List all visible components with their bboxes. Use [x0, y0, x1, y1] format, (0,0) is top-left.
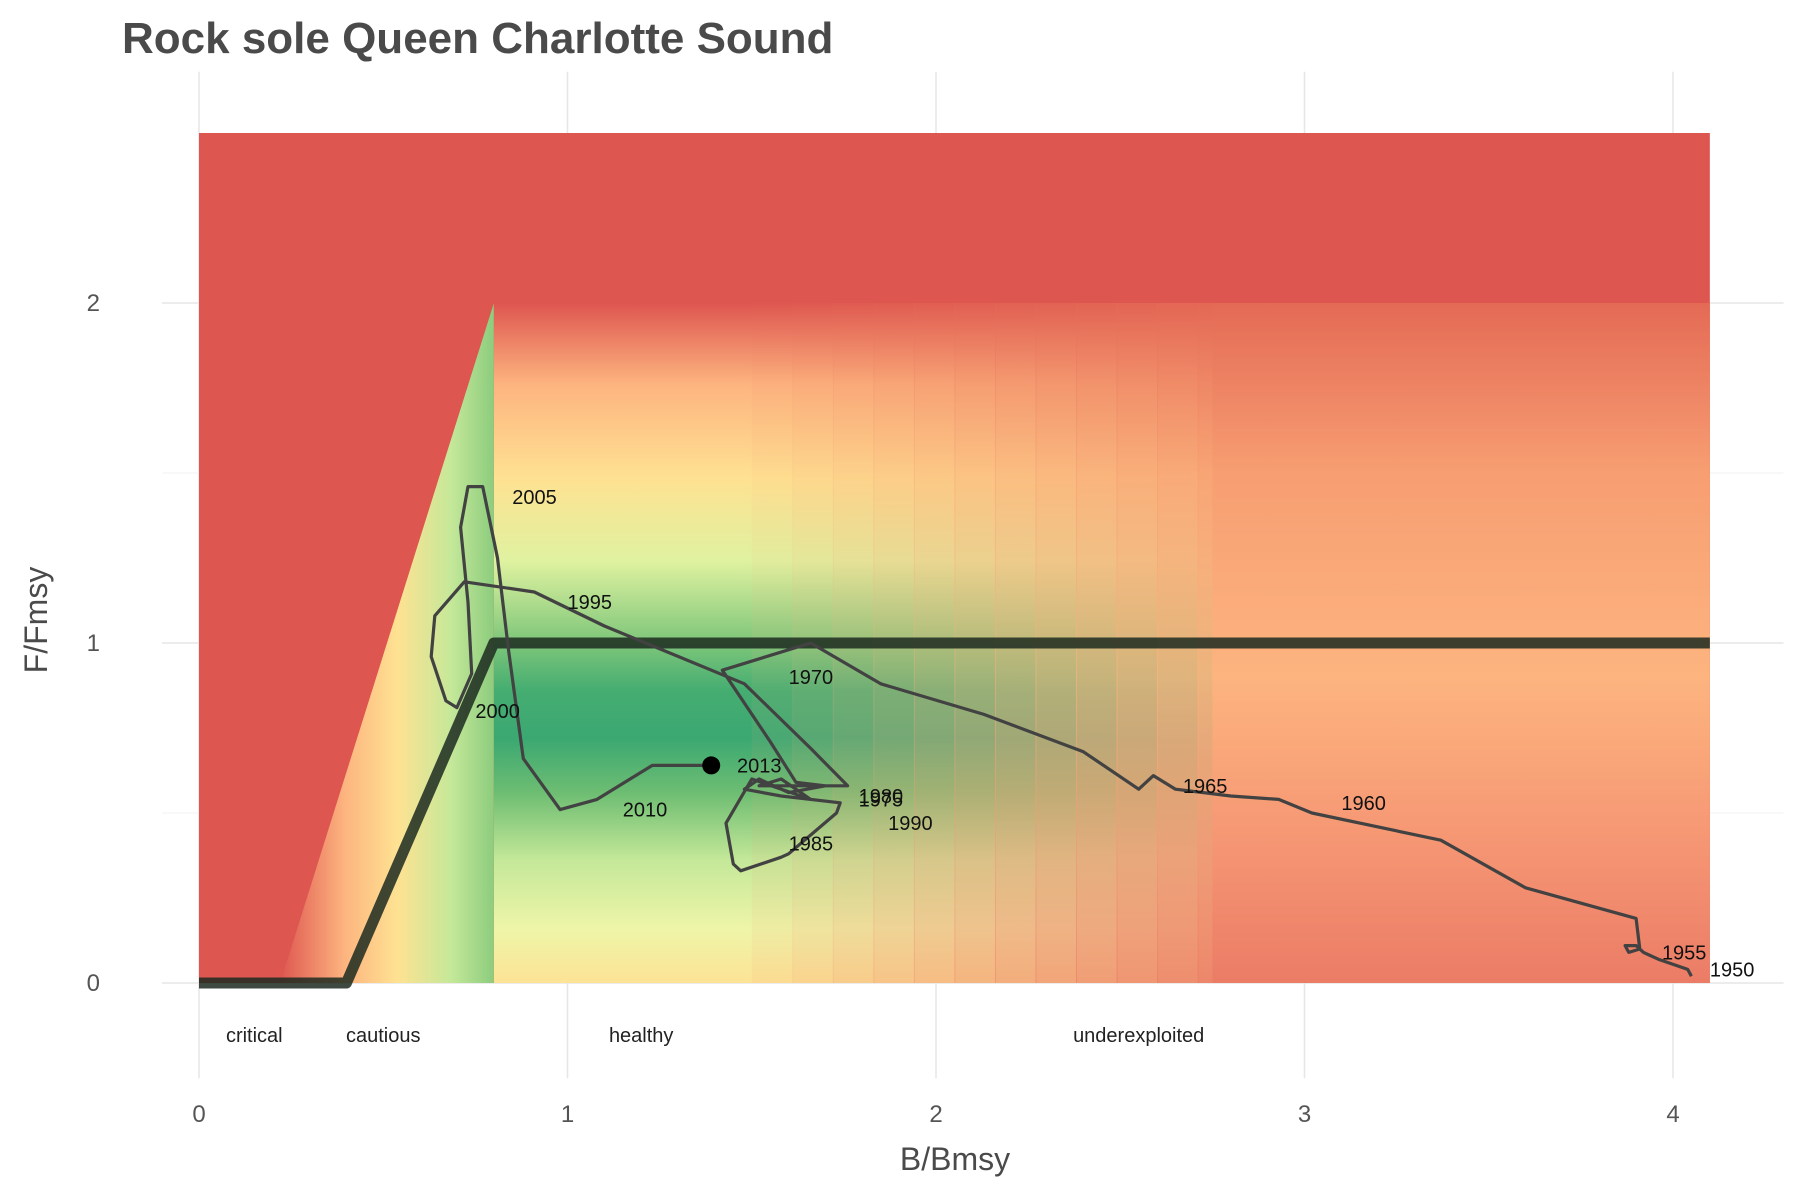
axis-ticks: 0 1 2 3 4 0 1 2 — [87, 290, 1680, 1128]
reference-line-path — [199, 637, 1710, 989]
trajectory-line — [429, 485, 1693, 977]
reference-line — [199, 637, 1710, 989]
current-point-marker — [702, 756, 721, 775]
year-label: 2000 — [475, 701, 520, 723]
zone-label: critical — [226, 1025, 283, 1047]
zone-label: healthy — [609, 1025, 674, 1047]
zone-label: cautious — [346, 1025, 421, 1047]
chart-title: Rock sole Queen Charlotte Sound — [122, 14, 834, 63]
year-label: 1950 — [1710, 959, 1755, 981]
year-label: 2013 — [737, 755, 782, 777]
x-tick-label: 4 — [1666, 1101, 1679, 1128]
year-label: 1985 — [789, 834, 834, 856]
year-label: 1960 — [1341, 793, 1386, 815]
year-label: 2010 — [623, 800, 668, 822]
y-tick-label: 0 — [87, 970, 100, 997]
year-label: 1990 — [888, 813, 933, 835]
x-axis-title: B/Bmsy — [900, 1141, 1010, 1177]
y-tick-label: 2 — [87, 290, 100, 317]
x-tick-label: 1 — [561, 1101, 574, 1128]
x-tick-label: 2 — [929, 1101, 942, 1128]
year-label: 1970 — [789, 667, 834, 689]
status-zone-background — [199, 133, 1710, 983]
year-label: 1965 — [1183, 776, 1228, 798]
year-label: 2005 — [512, 487, 557, 509]
zone-critical — [199, 133, 494, 983]
year-label: 1995 — [568, 592, 613, 614]
y-tick-label: 1 — [87, 630, 100, 657]
zone-labels: critical cautious healthy underexploited — [226, 1025, 1204, 1047]
year-label: 1975 — [859, 789, 904, 811]
zone-label: underexploited — [1073, 1025, 1204, 1047]
trajectory — [429, 485, 1693, 977]
year-label: 1955 — [1662, 942, 1707, 964]
y-axis-title: F/Fmsy — [18, 567, 54, 674]
x-tick-label: 0 — [192, 1101, 205, 1128]
x-tick-label: 3 — [1298, 1101, 1311, 1128]
year-label: 1980 — [859, 786, 904, 808]
